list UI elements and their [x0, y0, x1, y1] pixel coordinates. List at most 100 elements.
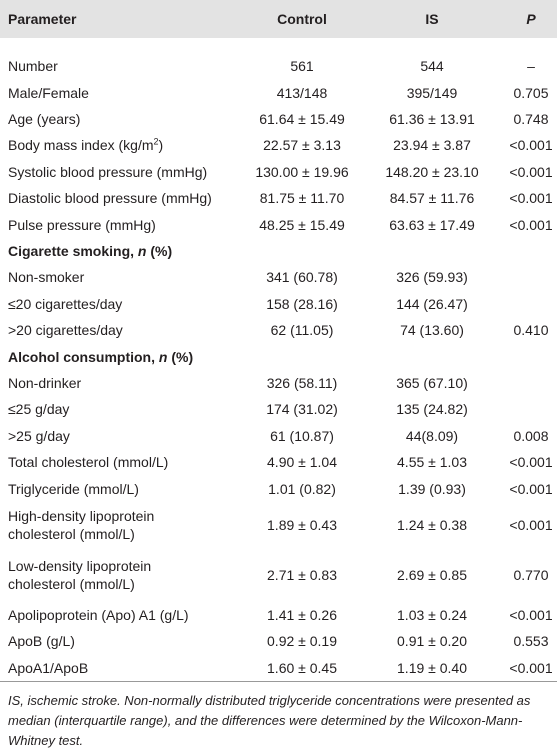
- label-text: Alcohol consumption,: [8, 348, 159, 365]
- label-line: Cigarette smoking, n (%): [8, 242, 172, 260]
- row-label: Non-drinker: [8, 374, 82, 391]
- is-cell: 326 (59.93): [396, 269, 468, 286]
- label-line: cholesterol (mmol/L): [8, 525, 135, 542]
- row-label: Systolic blood pressure (mmHg): [8, 163, 208, 180]
- is-cell: 1.39 (0.93): [398, 480, 466, 497]
- is-cell: 1.19 ± 0.40: [397, 659, 467, 676]
- is-cell: 84.57 ± 11.76: [389, 190, 475, 207]
- is-cell: 61.36 ± 13.91: [389, 110, 475, 127]
- section-label: Cigarette smoking, n (%): [8, 238, 172, 264]
- control-cell: 326 (58.11): [266, 374, 338, 391]
- row-label: ≤25 g/day: [8, 401, 70, 418]
- p-cell: 0.748: [513, 110, 549, 127]
- control-cell: 22.57 ± 3.13: [263, 137, 341, 154]
- p-cell: <0.001: [509, 516, 553, 533]
- row-label: Non-smoker: [8, 269, 85, 286]
- is-cell: 74 (13.60): [400, 322, 464, 339]
- p-cell: 0.770: [513, 566, 549, 583]
- is-cell: 23.94 ± 3.87: [393, 137, 471, 154]
- is-cell: 544: [420, 58, 444, 75]
- control-cell: 1.60 ± 0.45: [267, 659, 337, 676]
- row-label: Age (years): [8, 110, 81, 127]
- control-cell: 4.90 ± 1.04: [267, 454, 337, 471]
- control-cell: 413/148: [276, 84, 328, 101]
- is-cell: 44(8.09): [405, 427, 459, 444]
- label-text: Cigarette smoking,: [8, 242, 138, 259]
- row-label: Triglyceride (mmol/L): [8, 480, 139, 497]
- control-cell: 2.71 ± 0.83: [267, 566, 337, 583]
- row-label: Low-density lipoprotein cholesterol (mmol…: [8, 548, 151, 602]
- control-cell: 174 (31.02): [266, 401, 338, 418]
- control-cell: 61.64 ± 15.49: [259, 110, 345, 127]
- row-label: Pulse pressure (mmHg): [8, 216, 156, 233]
- row-label: Diastolic blood pressure (mmHg): [8, 190, 212, 207]
- label-line: Low-density lipoprotein: [8, 557, 152, 574]
- p-cell: –: [527, 58, 535, 75]
- p-cell: <0.001: [509, 454, 553, 471]
- p-cell: 0.553: [513, 633, 549, 650]
- p-cell: <0.001: [509, 163, 553, 180]
- is-cell: 63.63 ± 17.49: [389, 216, 475, 233]
- p-cell: <0.001: [509, 190, 553, 207]
- control-cell: 1.01 (0.82): [268, 480, 336, 497]
- control-cell: 341 (60.78): [266, 269, 338, 286]
- is-cell: 365 (67.10): [396, 374, 468, 391]
- p-cell: <0.001: [509, 216, 553, 233]
- p-cell: 0.705: [513, 84, 549, 101]
- control-cell: 1.41 ± 0.26: [267, 606, 337, 623]
- bottom-rule: [0, 681, 557, 682]
- is-cell: 2.69 ± 0.85: [397, 566, 467, 583]
- control-cell: 0.92 ± 0.19: [267, 633, 337, 650]
- header-cell: Control: [277, 11, 327, 27]
- p-cell: <0.001: [509, 480, 553, 497]
- row-label: ApoB (g/L): [8, 633, 75, 650]
- row-label: >25 g/day: [8, 427, 70, 444]
- is-cell: 148.20 ± 23.10: [385, 163, 479, 180]
- control-cell: 1.89 ± 0.43: [267, 516, 337, 533]
- p-cell: <0.001: [509, 606, 553, 623]
- row-label: ApoA1/ApoB: [8, 659, 89, 676]
- p-cell: <0.001: [509, 659, 553, 676]
- header-cell: IS: [425, 11, 439, 27]
- row-label: Apolipoprotein (Apo) A1 (g/L): [8, 606, 189, 623]
- row-label: Total cholesterol (mmol/L): [8, 454, 169, 471]
- label-text: (%): [167, 348, 194, 365]
- control-cell: 48.25 ± 15.49: [259, 216, 345, 233]
- header-cell: Parameter: [8, 11, 77, 27]
- p-cell: 0.410: [513, 322, 549, 339]
- row-label: High-density lipoprotein cholesterol (mmo…: [8, 502, 154, 548]
- is-cell: 135 (24.82): [396, 401, 468, 418]
- is-cell: 1.24 ± 0.38: [397, 516, 467, 533]
- control-cell: 61 (10.87): [270, 427, 334, 444]
- row-label: ≤20 cigarettes/day: [8, 295, 123, 312]
- label-line: Body mass index (kg/m2): [8, 136, 163, 154]
- italic-text: n: [137, 242, 147, 259]
- label-text: (%): [146, 242, 173, 259]
- control-cell: 62 (11.05): [270, 322, 334, 339]
- row-label: >20 cigarettes/day: [8, 322, 123, 339]
- control-cell: 158 (28.16): [266, 295, 338, 312]
- row-label: Male/Female: [8, 84, 89, 101]
- p-cell: 0.008: [513, 427, 549, 444]
- is-cell: 1.03 ± 0.24: [397, 606, 467, 623]
- label-text: Body mass index (kg/m: [8, 137, 154, 154]
- control-cell: 561: [290, 58, 314, 75]
- header-background: [0, 0, 557, 38]
- label-line: cholesterol (mmol/L): [8, 575, 135, 592]
- label-line: Alcohol consumption, n (%): [8, 348, 193, 366]
- row-label: Body mass index (kg/m2): [8, 132, 163, 158]
- label-text: ): [158, 137, 164, 154]
- p-cell: <0.001: [509, 137, 553, 154]
- label-line: High-density lipoprotein: [8, 507, 155, 524]
- footnote: IS, ischemic stroke. Non-normally distri…: [8, 693, 531, 748]
- italic-text: n: [158, 348, 168, 365]
- is-cell: 395/149: [406, 84, 458, 101]
- section-label: Alcohol consumption, n (%): [8, 343, 193, 369]
- control-cell: 81.75 ± 11.70: [259, 190, 345, 207]
- is-cell: 4.55 ± 1.03: [397, 454, 467, 471]
- control-cell: 130.00 ± 19.96: [255, 163, 349, 180]
- header-cell: P: [526, 11, 536, 27]
- is-cell: 144 (26.47): [396, 295, 468, 312]
- is-cell: 0.91 ± 0.20: [397, 633, 467, 650]
